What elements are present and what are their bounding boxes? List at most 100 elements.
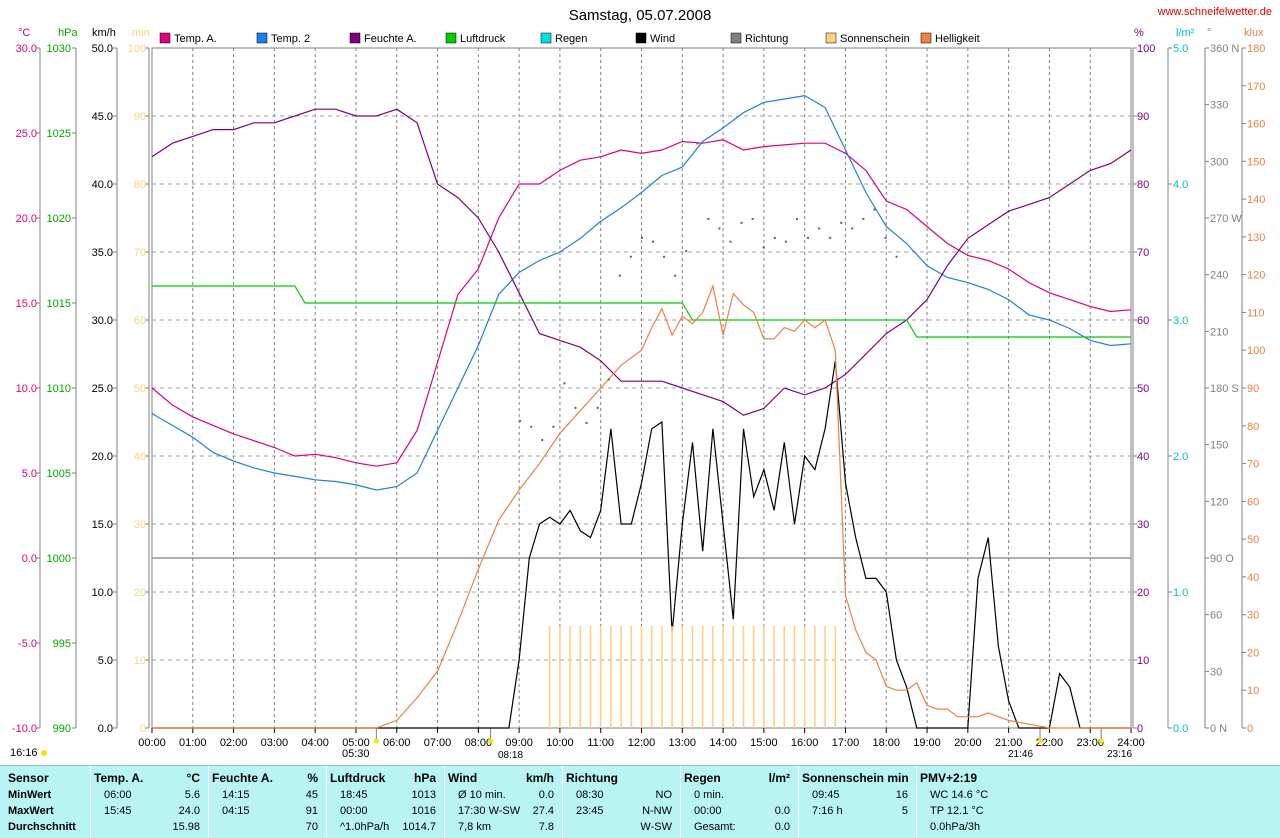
axis-label-lux: 160 xyxy=(1247,119,1265,131)
stats-column: Luftdruck hPa 18:45 1013 00:00 1016 ^1.0hPa/h 1… xyxy=(330,766,440,838)
stats-header: Richtung xyxy=(566,771,618,785)
stats-separator xyxy=(326,766,327,838)
direction-point xyxy=(851,227,854,230)
event-label: 23:16 xyxy=(1107,749,1132,760)
stats-value: N-NW xyxy=(642,805,672,817)
direction-point xyxy=(884,236,887,239)
stats-column: Sonnenschein min 09:45 16 7:16 h 5 xyxy=(802,766,912,838)
axis-label-dir: 180 S xyxy=(1210,383,1239,395)
stats-cell: 00:00 xyxy=(340,805,368,817)
stats-cell: TP 12.1 °C xyxy=(930,805,984,817)
sun-marker-icon xyxy=(1098,738,1104,744)
x-tick-label: 16:00 xyxy=(791,737,819,749)
series-line-wind xyxy=(152,360,1131,729)
direction-point xyxy=(806,236,809,239)
chart-series xyxy=(151,94,1132,729)
stats-value: W-SW xyxy=(640,821,672,833)
direction-point xyxy=(795,218,798,220)
axis-label-lux: 90 xyxy=(1247,383,1259,395)
axis-label-sun: 0 xyxy=(140,723,146,735)
axis-label-lux: 0 xyxy=(1247,723,1253,735)
axis-label-lux: 40 xyxy=(1247,572,1259,584)
x-tick-label: 06:00 xyxy=(383,737,411,749)
series-line-temp-a xyxy=(151,139,1132,467)
x-tick-label: 23:00 xyxy=(1076,737,1104,749)
axis-label-wind: 15.0 xyxy=(92,519,113,531)
direction-point xyxy=(762,246,765,249)
stats-value: 91 xyxy=(305,805,318,817)
axis-label-dir: 240 xyxy=(1210,270,1228,282)
axis-label-temp: 0.0 xyxy=(22,553,37,565)
stats-value: 1014.7 xyxy=(402,821,436,833)
x-tick-label: 11:00 xyxy=(587,737,614,749)
x-tick-label: 20:00 xyxy=(954,737,982,749)
chart-title: Samstag, 05.07.2008 xyxy=(569,7,712,24)
direction-point xyxy=(541,439,544,441)
axis-label-sun: 30 xyxy=(134,519,146,531)
axis-label-dir: 0 N xyxy=(1210,723,1227,735)
event-label: 08:18 xyxy=(498,750,523,761)
stats-separator xyxy=(798,766,799,838)
axis-label-lux: 120 xyxy=(1247,270,1265,282)
axis-label-hum: 100 xyxy=(1137,43,1155,55)
axis-label-hum: 50 xyxy=(1137,383,1149,395)
axis-label-wind: 35.0 xyxy=(92,247,113,259)
axis-label-hum: 0 xyxy=(1137,723,1143,735)
axis-label-lux: 30 xyxy=(1247,610,1259,622)
series-line-helligkeit xyxy=(152,283,1131,729)
stats-header: Sonnenschein min xyxy=(802,771,909,785)
axis-label-temp: 25.0 xyxy=(16,128,37,140)
stats-cell: 17:30 W-SW xyxy=(458,805,521,817)
axis-label-sun: 100 xyxy=(128,43,146,55)
x-tick-label: 12:00 xyxy=(628,737,656,749)
axis-label-sun: 70 xyxy=(134,247,146,259)
legend-swatch xyxy=(730,32,742,44)
axis-unit-hum: % xyxy=(1134,27,1144,39)
axis-label-hum: 40 xyxy=(1137,451,1149,463)
stats-cell: 15:45 xyxy=(104,805,132,817)
legend-swatch xyxy=(920,32,932,44)
stats-unit: °C xyxy=(186,771,200,785)
stats-value: 0.0 xyxy=(774,821,790,833)
stats-cell: 0 min. xyxy=(694,789,724,801)
axis-label-sun: 60 xyxy=(134,315,146,327)
stats-unit: hPa xyxy=(413,771,436,785)
stats-unit: % xyxy=(307,771,318,785)
x-tick-label: 14:00 xyxy=(709,737,737,749)
direction-point xyxy=(773,236,776,239)
sun-marker-icon xyxy=(1037,738,1043,744)
legend-label: Luftdruck xyxy=(460,33,506,45)
series-line-temp-2 xyxy=(151,94,1132,491)
axis-label-press: 1000 xyxy=(47,553,71,565)
stats-row-label: Durchschnitt xyxy=(8,821,76,833)
stats-row-label: MinWert xyxy=(8,789,52,801)
axis-label-dir: 60 xyxy=(1210,610,1222,622)
direction-point xyxy=(674,274,677,277)
axis-unit-lux: klux xyxy=(1244,27,1264,39)
axis-label-dir: 150 xyxy=(1210,440,1228,452)
stats-column: Sensor MinWert MaxWert Durchschnitt xyxy=(8,766,88,838)
x-tick-label: 00:00 xyxy=(138,737,166,749)
direction-point xyxy=(840,221,843,224)
axis-label-wind: 5.0 xyxy=(98,655,113,667)
legend-swatch xyxy=(349,32,361,44)
x-tick-label: 08:00 xyxy=(465,737,493,749)
axis-label-temp: 5.0 xyxy=(22,468,37,480)
axis-label-lux: 180 xyxy=(1247,43,1265,55)
chart-legend: Temp. A. Temp. 2 Feuchte A. Luftdruck Regen W… xyxy=(159,32,980,45)
axis-label-wind: 20.0 xyxy=(92,451,113,463)
axis-label-rain: 4.0 xyxy=(1173,179,1188,191)
axis-label-hum: 10 xyxy=(1137,655,1149,667)
site-link[interactable]: www.schneifelwetter.de xyxy=(1157,6,1272,18)
axis-label-dir: 330 xyxy=(1210,100,1228,112)
stats-header: Luftdruck xyxy=(330,771,386,785)
stats-value: 5 xyxy=(901,805,908,817)
direction-point xyxy=(640,236,643,239)
direction-point xyxy=(585,422,588,424)
direction-point xyxy=(751,218,754,220)
stats-value: 0.0 xyxy=(538,789,554,801)
direction-point xyxy=(784,240,787,243)
direction-point xyxy=(729,240,732,243)
legend-swatch xyxy=(159,32,171,44)
stats-value: 5.6 xyxy=(184,789,200,801)
